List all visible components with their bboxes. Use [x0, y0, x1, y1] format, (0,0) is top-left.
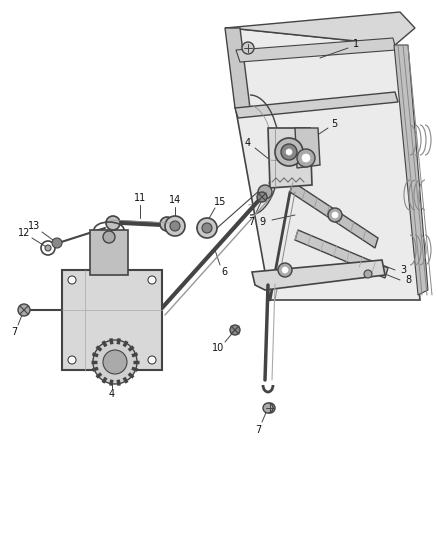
Circle shape [281, 144, 297, 160]
Circle shape [242, 42, 254, 54]
Text: 4: 4 [245, 138, 251, 148]
Circle shape [93, 340, 137, 384]
Circle shape [165, 216, 185, 236]
Circle shape [103, 350, 127, 374]
Circle shape [148, 356, 156, 364]
Polygon shape [290, 182, 378, 248]
Text: 4: 4 [109, 389, 115, 399]
Circle shape [170, 221, 180, 231]
Polygon shape [225, 12, 415, 45]
Polygon shape [225, 28, 250, 108]
Text: 7: 7 [248, 217, 254, 227]
Circle shape [45, 245, 51, 251]
Circle shape [197, 218, 217, 238]
Circle shape [302, 154, 310, 162]
Circle shape [263, 403, 273, 413]
Circle shape [18, 304, 30, 316]
Text: 13: 13 [28, 221, 40, 231]
Polygon shape [394, 45, 428, 295]
Polygon shape [295, 230, 388, 278]
Circle shape [297, 149, 315, 167]
Bar [62, 270, 162, 370]
Circle shape [103, 231, 115, 243]
Text: 12: 12 [18, 228, 30, 238]
Circle shape [364, 270, 372, 278]
Text: 3: 3 [400, 265, 406, 275]
Circle shape [257, 192, 267, 202]
Polygon shape [230, 28, 420, 300]
Circle shape [68, 356, 76, 364]
Text: 15: 15 [214, 197, 226, 207]
Text: 14: 14 [169, 195, 181, 205]
Polygon shape [252, 260, 385, 290]
Text: 7: 7 [11, 327, 17, 337]
Circle shape [278, 263, 292, 277]
Circle shape [52, 238, 62, 248]
Circle shape [106, 216, 120, 230]
Circle shape [148, 276, 156, 284]
Text: 10: 10 [212, 343, 224, 353]
Circle shape [202, 223, 212, 233]
Text: 5: 5 [331, 119, 337, 129]
Circle shape [160, 217, 174, 231]
Polygon shape [235, 92, 398, 118]
Polygon shape [268, 128, 312, 188]
Polygon shape [236, 38, 396, 62]
Circle shape [328, 208, 342, 222]
Text: 8: 8 [405, 275, 411, 285]
Text: 7: 7 [255, 425, 261, 435]
Text: 6: 6 [221, 267, 227, 277]
Circle shape [230, 325, 240, 335]
Text: 1: 1 [353, 39, 359, 49]
Circle shape [258, 185, 272, 199]
Text: 11: 11 [134, 193, 146, 203]
Circle shape [68, 276, 76, 284]
Circle shape [265, 403, 275, 413]
Circle shape [282, 267, 288, 273]
Circle shape [332, 212, 338, 218]
Polygon shape [295, 128, 320, 168]
Bar [90, 230, 128, 275]
Circle shape [286, 149, 292, 155]
Circle shape [275, 138, 303, 166]
Text: 9: 9 [259, 217, 265, 227]
